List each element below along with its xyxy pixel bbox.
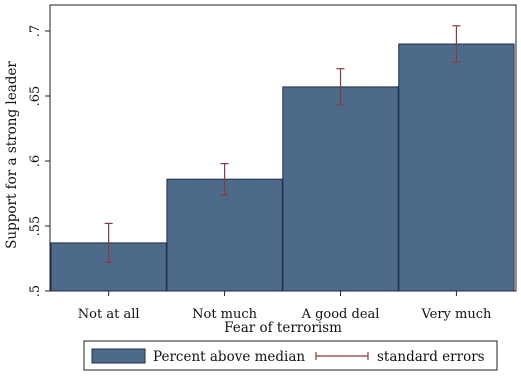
x-tick-label-0: Not at all: [78, 307, 140, 322]
x-tick-label-2: A good deal: [301, 307, 380, 322]
bar-2: [282, 86, 399, 292]
legend-error-swatch: [315, 352, 369, 360]
bar-1: [166, 178, 283, 292]
y-tick-label-3: .65: [28, 86, 43, 107]
legend-bar-label: Percent above median: [153, 349, 305, 365]
y-tick-label-1: .55: [28, 216, 43, 237]
x-axis-title: Fear of terrorism: [224, 320, 342, 336]
x-tick-label-1: Not much: [192, 307, 258, 322]
y-tick-label-4: .7: [28, 25, 43, 37]
y-axis-title: Support for a strong leader: [4, 61, 20, 249]
legend-frame: [83, 340, 498, 371]
y-axis: .5 .55 .6 .65 .7: [28, 25, 50, 297]
legend-error-label: standard errors: [377, 349, 485, 365]
x-tick-label-3: Very much: [420, 307, 492, 322]
bar-3: [398, 43, 515, 292]
legend: Percent above median standard errors: [83, 340, 498, 371]
error-bars: [104, 25, 461, 263]
legend-bar-swatch: [91, 348, 146, 364]
y-tick-label-0: .5: [28, 285, 43, 297]
x-axis: Not at all Not much A good deal Very much: [78, 291, 492, 322]
y-tick-label-2: .6: [28, 155, 43, 167]
